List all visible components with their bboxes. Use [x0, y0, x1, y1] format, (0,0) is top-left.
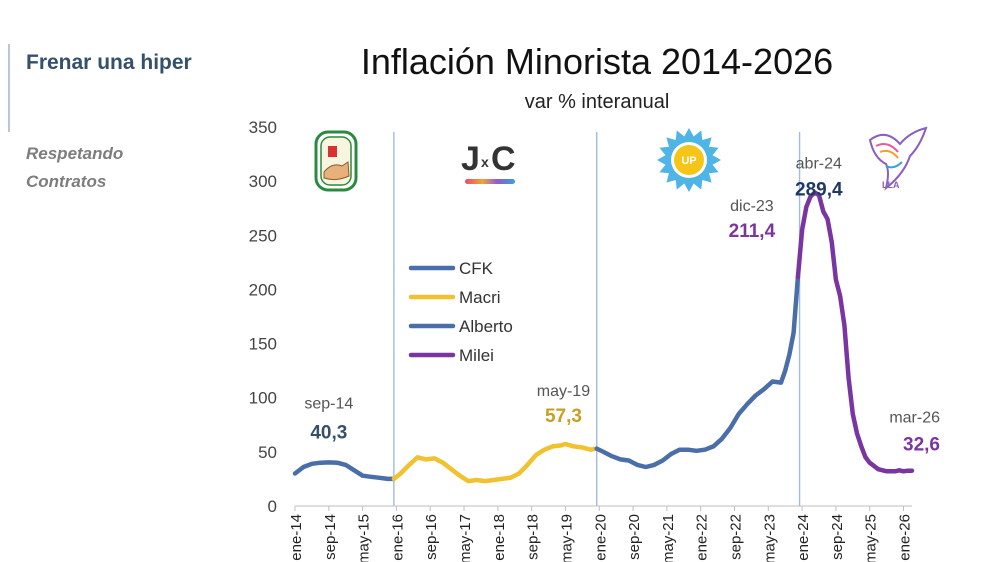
annotation-date: sep-14	[304, 395, 353, 412]
x-tick-label: sep-24	[829, 514, 846, 560]
up-sun-icon: UP	[657, 128, 721, 192]
data-annotations: sep-14 40,3 may-19 57,3 dic-23 211,4 abr-24 289…	[304, 156, 940, 456]
x-tick-label: ene-20	[592, 514, 609, 561]
y-tick-label: 150	[249, 335, 277, 354]
series-line-macri	[391, 441, 599, 484]
legend-label: Milei	[459, 346, 494, 365]
chart-title: Inflación Minorista 2014-2026	[361, 41, 833, 82]
y-tick-label: 200	[249, 280, 277, 299]
y-tick-label: 350	[249, 118, 277, 137]
x-tick-label: ene-16	[389, 514, 406, 561]
x-tick-label: sep-20	[626, 514, 643, 560]
annotation-value: 289,4	[795, 180, 843, 201]
x-tick-label: may-15	[356, 514, 373, 562]
x-tick-label: ene-24	[795, 514, 812, 561]
x-tick-label: ene-22	[694, 514, 711, 561]
sidebar-subtitle: Respetando Contratos	[26, 144, 124, 191]
svg-text:UP: UP	[681, 155, 696, 167]
annotation-date: mar-26	[889, 410, 940, 427]
annotation-value: 57,3	[545, 406, 582, 427]
y-tick-label: 50	[258, 443, 277, 462]
y-tick-label: 0	[268, 497, 277, 516]
y-axis: 0 50 100 150 200 250 300 350	[249, 118, 277, 516]
legend-label: Alberto	[459, 317, 513, 336]
annotation-value: 211,4	[729, 221, 776, 242]
sidebar-accent-line	[8, 44, 10, 132]
annotation-date: abr-24	[796, 156, 842, 173]
svg-text:LLA: LLA	[882, 180, 900, 190]
legend-label: Macri	[459, 288, 501, 307]
sidebar-title: Frenar una hiper	[26, 51, 192, 74]
svg-text:C: C	[491, 140, 516, 178]
x-tick-label: may-19	[558, 514, 575, 562]
x-tick-label: sep-16	[423, 514, 440, 560]
annotation-value: 32,6	[903, 435, 940, 456]
y-tick-label: 250	[249, 226, 277, 245]
chart-subtitle: var % interanual	[525, 91, 670, 113]
jxc-logo-icon: J x C	[461, 140, 516, 184]
series-lines	[292, 190, 915, 484]
series-line-milei	[795, 190, 915, 474]
y-tick-label: 300	[249, 172, 277, 191]
x-tick-label: ene-14	[288, 514, 305, 561]
x-tick-label: sep-14	[322, 514, 339, 560]
legend: CFK Macri Alberto Milei	[408, 259, 513, 365]
x-tick-label: may-25	[863, 514, 880, 562]
y-tick-label: 100	[249, 389, 277, 408]
legend-label: CFK	[459, 259, 494, 278]
pj-shield-icon	[314, 130, 358, 192]
x-tick-label: sep-18	[525, 514, 542, 560]
svg-text:x: x	[481, 154, 489, 170]
svg-text:J: J	[461, 140, 480, 178]
period-dividers	[393, 132, 801, 506]
annotation-date: dic-23	[730, 198, 774, 215]
x-tick-label: may-21	[660, 514, 677, 562]
x-tick-label: may-17	[457, 514, 474, 562]
x-axis: ene-14 sep-14 may-15 ene-16 sep-16 may-17 ene-…	[288, 505, 914, 562]
lla-bird-icon: LLA	[868, 126, 928, 191]
x-tick-label: sep-22	[728, 514, 745, 560]
x-tick-label: ene-26	[897, 514, 914, 561]
annotation-value: 40,3	[310, 422, 347, 443]
x-tick-label: ene-18	[491, 514, 508, 561]
x-tick-label: may-23	[761, 514, 778, 562]
series-line-alberto	[594, 274, 801, 470]
annotation-date: may-19	[537, 383, 590, 400]
series-line-cfk	[292, 460, 397, 482]
